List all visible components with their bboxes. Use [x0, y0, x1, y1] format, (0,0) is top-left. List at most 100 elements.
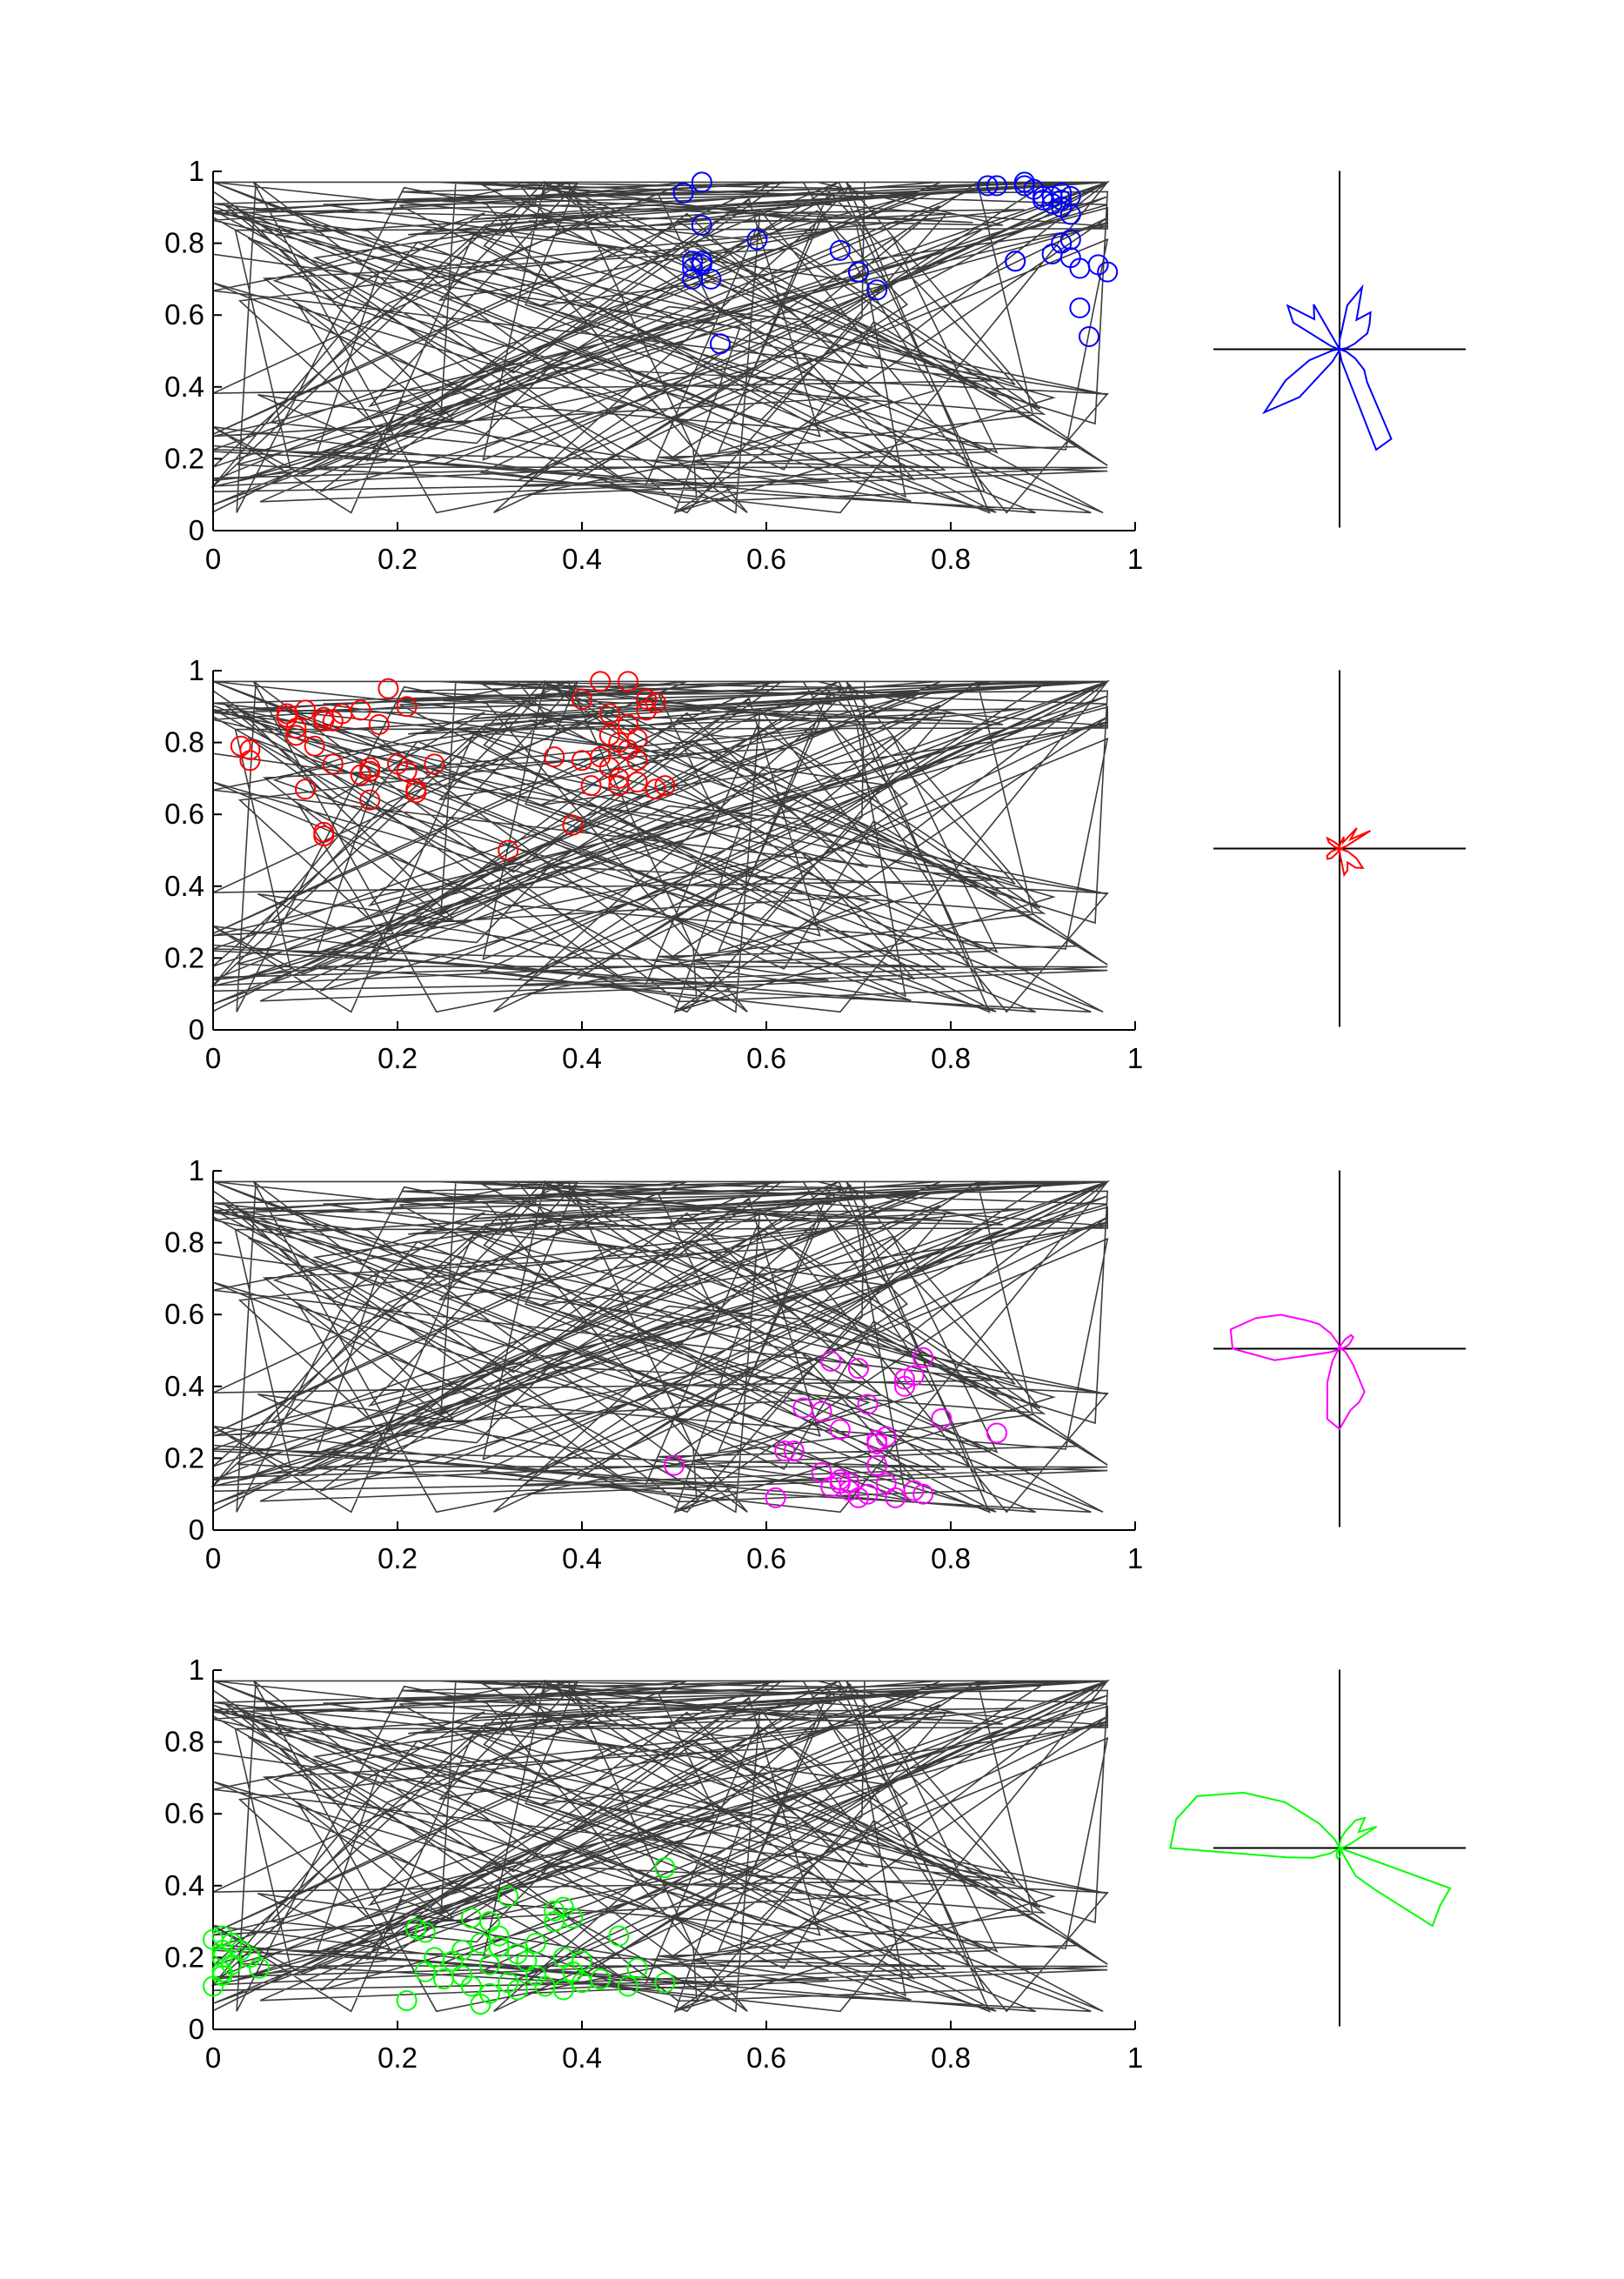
data-point	[866, 279, 888, 301]
data-point	[552, 1979, 574, 2001]
data-point	[903, 1365, 925, 1387]
data-point	[544, 1900, 565, 1921]
trajectory-line	[211, 180, 1110, 515]
data-point	[626, 1957, 648, 1979]
trajectory-line	[211, 1679, 1110, 2014]
y-tick-label: 1	[189, 1654, 204, 1686]
x-tick-label: 0.2	[378, 543, 418, 575]
y-tick-label: 0.6	[164, 1797, 204, 1829]
data-point	[645, 779, 666, 800]
x-tick-label: 0.8	[931, 2042, 971, 2074]
data-point	[691, 251, 712, 272]
data-point	[672, 182, 694, 204]
data-point	[249, 1957, 270, 1979]
x-tick-label: 0.4	[562, 2042, 602, 2074]
data-point	[359, 757, 381, 779]
data-point	[986, 1422, 1007, 1444]
data-point	[710, 333, 731, 355]
data-point	[580, 775, 602, 797]
data-point	[857, 1483, 879, 1505]
data-point	[488, 1936, 510, 1958]
x-tick-label: 0	[205, 1542, 221, 1574]
data-point	[931, 1407, 952, 1429]
data-point	[590, 1968, 612, 1990]
panel-3: 0 0.2 0.4 0.6 0.8 1 0 0.2 0.4 0.6 0.8 1	[164, 1154, 1466, 1574]
x-tick-label: 0	[205, 1042, 221, 1074]
data-point	[396, 696, 418, 718]
data-point	[885, 1487, 906, 1508]
data-point	[774, 1440, 796, 1462]
data-point	[350, 699, 371, 721]
y-tick-label: 0.6	[164, 1298, 204, 1330]
data-point	[857, 1393, 879, 1415]
data-point	[1097, 261, 1119, 283]
x-tick-label: 0	[205, 543, 221, 575]
direction-rose	[1326, 827, 1372, 878]
data-point	[295, 699, 316, 721]
data-point	[820, 1350, 842, 1372]
x-tick-label: 0.6	[746, 1042, 786, 1074]
y-tick-label: 0	[189, 1514, 204, 1546]
data-point	[396, 760, 418, 782]
data-point	[1059, 185, 1081, 207]
data-point	[977, 175, 999, 197]
data-point	[405, 782, 427, 804]
data-point	[562, 1907, 584, 1928]
y-tick-label: 0	[189, 1013, 204, 1046]
data-point	[664, 1454, 685, 1476]
panel-2: 0 0.2 0.4 0.6 0.8 1 0 0.2 0.4 0.6 0.8 1	[164, 654, 1466, 1074]
data-point	[285, 725, 307, 746]
data-point	[396, 1989, 418, 2011]
data-point	[682, 251, 704, 272]
data-point	[829, 1419, 851, 1440]
data-point	[498, 1886, 519, 1908]
y-tick-label: 0.8	[164, 1226, 204, 1259]
x-tick-label: 0.4	[562, 543, 602, 575]
direction-rose	[1261, 284, 1393, 451]
data-point	[562, 814, 584, 836]
x-tick-label: 0.4	[562, 1042, 602, 1074]
data-point	[894, 1368, 915, 1390]
data-point	[414, 1921, 436, 1943]
data-point	[506, 1979, 528, 2001]
y-tick-label: 0.4	[164, 870, 204, 902]
data-point	[783, 1440, 805, 1462]
data-point	[986, 175, 1007, 197]
y-tick-label: 0.2	[164, 941, 204, 973]
data-point	[590, 671, 612, 692]
data-point	[875, 1426, 897, 1447]
data-point	[479, 1982, 500, 2004]
data-point	[691, 214, 712, 236]
x-tick-label: 1	[1127, 2042, 1143, 2074]
data-point	[1059, 229, 1081, 251]
direction-rose	[1229, 1313, 1366, 1431]
data-point	[848, 1487, 869, 1508]
y-tick-label: 0	[189, 2013, 204, 2045]
data-point	[811, 1400, 832, 1422]
x-tick-label: 0.6	[746, 543, 786, 575]
y-tick-label: 0.6	[164, 798, 204, 830]
data-point	[544, 746, 565, 768]
x-tick-label: 1	[1127, 1542, 1143, 1574]
data-point	[304, 735, 325, 757]
data-point	[525, 1932, 546, 1954]
data-point	[700, 268, 722, 290]
y-tick-label: 0.8	[164, 227, 204, 259]
y-tick-label: 0.8	[164, 726, 204, 759]
x-tick-label: 0	[205, 2042, 221, 2074]
data-point	[571, 689, 592, 711]
data-point	[626, 772, 648, 793]
data-point	[765, 1487, 786, 1508]
data-point	[285, 718, 307, 739]
data-point	[313, 825, 335, 846]
data-point	[829, 239, 851, 261]
y-tick-label: 1	[189, 654, 204, 686]
data-point	[424, 753, 445, 775]
data-point	[498, 839, 519, 861]
x-tick-label: 0.8	[931, 1042, 971, 1074]
panel-4: 0 0.2 0.4 0.6 0.8 1 0 0.2 0.4 0.6 0.8 1	[164, 1654, 1466, 2074]
data-point	[1051, 182, 1073, 204]
data-point	[451, 1940, 473, 1962]
data-point	[626, 750, 648, 772]
data-point	[903, 1480, 925, 1501]
